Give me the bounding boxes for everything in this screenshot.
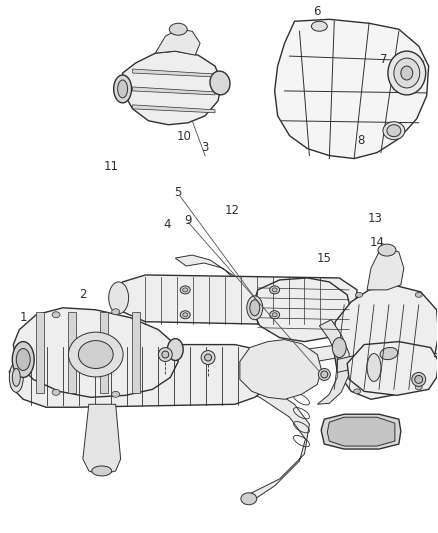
Polygon shape xyxy=(133,87,215,95)
Ellipse shape xyxy=(415,375,423,383)
Text: 9: 9 xyxy=(184,214,192,227)
Ellipse shape xyxy=(367,353,381,382)
Polygon shape xyxy=(252,278,351,342)
Ellipse shape xyxy=(12,342,34,377)
Ellipse shape xyxy=(109,282,129,314)
Ellipse shape xyxy=(241,493,257,505)
Text: 11: 11 xyxy=(103,160,118,173)
Ellipse shape xyxy=(318,368,330,381)
Ellipse shape xyxy=(52,312,60,318)
Text: 1: 1 xyxy=(20,311,27,324)
Ellipse shape xyxy=(112,309,120,315)
Ellipse shape xyxy=(250,300,260,316)
Polygon shape xyxy=(116,275,357,326)
Ellipse shape xyxy=(180,286,190,294)
Ellipse shape xyxy=(92,466,112,476)
Ellipse shape xyxy=(415,293,422,297)
Ellipse shape xyxy=(321,371,328,378)
Ellipse shape xyxy=(9,362,23,392)
Ellipse shape xyxy=(12,368,20,386)
Text: 12: 12 xyxy=(224,204,240,217)
Ellipse shape xyxy=(272,313,277,317)
Polygon shape xyxy=(36,312,44,393)
Text: 13: 13 xyxy=(367,212,382,225)
Ellipse shape xyxy=(378,244,396,256)
Ellipse shape xyxy=(383,122,405,140)
Polygon shape xyxy=(225,345,389,377)
Polygon shape xyxy=(327,417,395,446)
Ellipse shape xyxy=(205,354,212,361)
Text: 5: 5 xyxy=(175,186,182,199)
Polygon shape xyxy=(155,29,200,55)
Ellipse shape xyxy=(353,389,360,394)
Polygon shape xyxy=(131,312,140,393)
Text: 10: 10 xyxy=(177,130,192,143)
Ellipse shape xyxy=(270,286,279,294)
Ellipse shape xyxy=(412,373,426,386)
Ellipse shape xyxy=(16,349,30,370)
Ellipse shape xyxy=(380,348,398,360)
Text: 6: 6 xyxy=(314,5,321,18)
Ellipse shape xyxy=(52,389,60,395)
Ellipse shape xyxy=(112,391,120,397)
Polygon shape xyxy=(337,352,438,373)
Ellipse shape xyxy=(114,75,131,103)
Ellipse shape xyxy=(118,80,127,98)
Ellipse shape xyxy=(78,341,113,368)
Ellipse shape xyxy=(159,348,172,361)
Polygon shape xyxy=(100,312,108,393)
Polygon shape xyxy=(83,404,120,475)
Text: 3: 3 xyxy=(201,141,209,154)
Ellipse shape xyxy=(272,288,277,292)
Ellipse shape xyxy=(270,311,279,319)
Ellipse shape xyxy=(68,332,123,377)
Polygon shape xyxy=(13,308,178,397)
Polygon shape xyxy=(175,354,309,504)
Polygon shape xyxy=(367,248,404,290)
Ellipse shape xyxy=(387,125,401,136)
Ellipse shape xyxy=(356,293,363,297)
Ellipse shape xyxy=(162,351,169,358)
Ellipse shape xyxy=(415,385,422,390)
Polygon shape xyxy=(240,340,321,399)
Polygon shape xyxy=(333,286,438,399)
Text: 4: 4 xyxy=(163,217,171,231)
Polygon shape xyxy=(133,105,215,113)
Polygon shape xyxy=(321,414,401,449)
Polygon shape xyxy=(347,342,438,395)
Ellipse shape xyxy=(201,351,215,365)
Polygon shape xyxy=(9,345,272,407)
Ellipse shape xyxy=(183,313,188,317)
Ellipse shape xyxy=(332,337,346,358)
Polygon shape xyxy=(318,320,349,404)
Ellipse shape xyxy=(170,23,187,35)
Ellipse shape xyxy=(394,58,420,88)
Polygon shape xyxy=(123,51,222,125)
Polygon shape xyxy=(133,69,215,77)
Ellipse shape xyxy=(180,311,190,319)
Ellipse shape xyxy=(401,66,413,80)
Ellipse shape xyxy=(388,51,426,95)
Polygon shape xyxy=(68,312,76,393)
Text: 14: 14 xyxy=(370,236,385,248)
Text: 7: 7 xyxy=(380,53,388,66)
Text: 8: 8 xyxy=(357,134,365,147)
Text: 15: 15 xyxy=(317,252,332,264)
Text: 2: 2 xyxy=(79,288,87,301)
Ellipse shape xyxy=(247,296,263,320)
Polygon shape xyxy=(275,19,429,158)
Ellipse shape xyxy=(183,288,188,292)
Ellipse shape xyxy=(167,338,183,360)
Polygon shape xyxy=(175,255,264,308)
Ellipse shape xyxy=(210,71,230,95)
Ellipse shape xyxy=(311,21,327,31)
